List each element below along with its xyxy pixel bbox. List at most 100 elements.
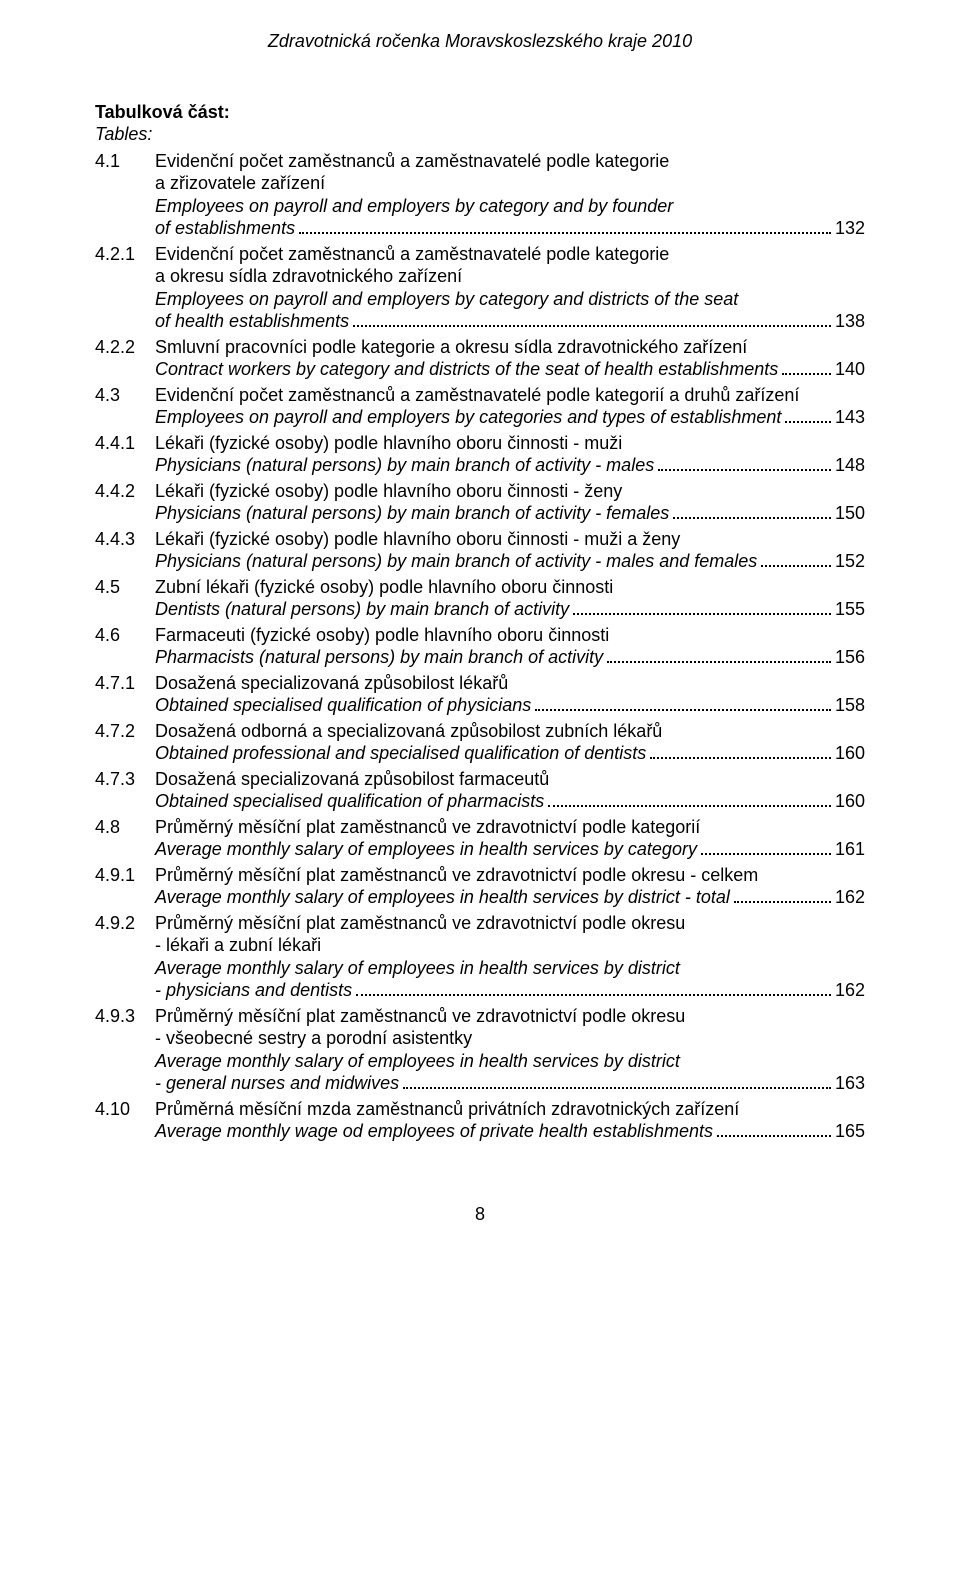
- section-heading: Tabulková část:: [95, 101, 865, 124]
- toc-entry-line: Smluvní pracovníci podle kategorie a okr…: [155, 336, 865, 359]
- toc-entry-number: 4.8: [95, 816, 155, 839]
- toc-entry-page: 162: [835, 979, 865, 1002]
- toc-entry-page: 162: [835, 886, 865, 909]
- toc-entry: 4.6Farmaceuti (fyzické osoby) podle hlav…: [95, 624, 865, 669]
- toc-entry: 4.9.1Průměrný měsíční plat zaměstnanců v…: [95, 864, 865, 909]
- toc-entry-number: 4.1: [95, 150, 155, 173]
- table-of-contents: 4.1Evidenční počet zaměstnanců a zaměstn…: [95, 150, 865, 1143]
- toc-entry-page: 143: [835, 406, 865, 429]
- toc-entry-page: 160: [835, 742, 865, 765]
- toc-entry-number: 4.4.3: [95, 528, 155, 551]
- toc-entry-last-line: - general nurses and midwives: [155, 1072, 399, 1095]
- toc-entry-page: 132: [835, 217, 865, 240]
- toc-entry-line: Průměrný měsíční plat zaměstnanců ve zdr…: [155, 912, 865, 935]
- dot-leader: [403, 1087, 831, 1089]
- toc-entry-line: a okresu sídla zdravotnického zařízení: [155, 265, 865, 288]
- toc-entry: 4.7.1Dosažená specializovaná způsobilost…: [95, 672, 865, 717]
- toc-entry-number: 4.3: [95, 384, 155, 407]
- toc-entry-page: 156: [835, 646, 865, 669]
- page-number-footer: 8: [95, 1203, 865, 1226]
- toc-entry-page: 155: [835, 598, 865, 621]
- toc-entry-line: Průměrná měsíční mzda zaměstnanců privát…: [155, 1098, 865, 1121]
- toc-entry-last-line: - physicians and dentists: [155, 979, 352, 1002]
- toc-entry-last-line: Pharmacists (natural persons) by main br…: [155, 646, 603, 669]
- toc-entry-last-line: Average monthly salary of employees in h…: [155, 838, 697, 861]
- dot-leader: [299, 232, 831, 234]
- dot-leader: [782, 373, 831, 375]
- toc-entry: 4.10Průměrná měsíční mzda zaměstnanců pr…: [95, 1098, 865, 1143]
- toc-entry-number: 4.7.2: [95, 720, 155, 743]
- toc-entry-number: 4.4.1: [95, 432, 155, 455]
- toc-entry-number: 4.5: [95, 576, 155, 599]
- toc-entry-last-line: Average monthly wage od employees of pri…: [155, 1120, 713, 1143]
- toc-entry-last-line: of establishments: [155, 217, 295, 240]
- dot-leader: [356, 994, 831, 996]
- dot-leader: [607, 661, 831, 663]
- toc-entry-line: Evidenční počet zaměstnanců a zaměstnava…: [155, 384, 865, 407]
- toc-entry-line: Lékaři (fyzické osoby) podle hlavního ob…: [155, 528, 865, 551]
- toc-entry-line: Průměrný měsíční plat zaměstnanců ve zdr…: [155, 1005, 865, 1028]
- toc-entry: 4.7.2Dosažená odborná a specializovaná z…: [95, 720, 865, 765]
- toc-entry-page: 148: [835, 454, 865, 477]
- toc-entry-line: Employees on payroll and employers by ca…: [155, 288, 865, 311]
- toc-entry-last-line: Dentists (natural persons) by main branc…: [155, 598, 569, 621]
- document-header: Zdravotnická ročenka Moravskoslezského k…: [95, 30, 865, 53]
- toc-entry-line: Dosažená specializovaná způsobilost léka…: [155, 672, 865, 695]
- toc-entry-line: Lékaři (fyzické osoby) podle hlavního ob…: [155, 480, 865, 503]
- dot-leader: [701, 853, 831, 855]
- toc-entry: 4.2.2Smluvní pracovníci podle kategorie …: [95, 336, 865, 381]
- toc-entry-line: Lékaři (fyzické osoby) podle hlavního ob…: [155, 432, 865, 455]
- toc-entry-number: 4.9.2: [95, 912, 155, 935]
- toc-entry-line: Average monthly salary of employees in h…: [155, 1050, 865, 1073]
- toc-entry-line: - všeobecné sestry a porodní asistentky: [155, 1027, 865, 1050]
- toc-entry: 4.3Evidenční počet zaměstnanců a zaměstn…: [95, 384, 865, 429]
- section-subheading: Tables:: [95, 123, 865, 146]
- dot-leader: [761, 565, 831, 567]
- toc-entry-number: 4.7.3: [95, 768, 155, 791]
- toc-entry-page: 150: [835, 502, 865, 525]
- toc-entry-last-line: Obtained specialised qualification of ph…: [155, 694, 531, 717]
- toc-entry: 4.7.3Dosažená specializovaná způsobilost…: [95, 768, 865, 813]
- toc-entry-last-line: Physicians (natural persons) by main bra…: [155, 502, 669, 525]
- toc-entry-line: Průměrný měsíční plat zaměstnanců ve zdr…: [155, 864, 865, 887]
- dot-leader: [717, 1135, 831, 1137]
- toc-entry-number: 4.2.1: [95, 243, 155, 266]
- toc-entry-number: 4.7.1: [95, 672, 155, 695]
- toc-entry-number: 4.2.2: [95, 336, 155, 359]
- toc-entry-line: Zubní lékaři (fyzické osoby) podle hlavn…: [155, 576, 865, 599]
- toc-entry: 4.8Průměrný měsíční plat zaměstnanců ve …: [95, 816, 865, 861]
- dot-leader: [535, 709, 831, 711]
- toc-entry: 4.9.3Průměrný měsíční plat zaměstnanců v…: [95, 1005, 865, 1095]
- toc-entry-line: Průměrný měsíční plat zaměstnanců ve zdr…: [155, 816, 865, 839]
- toc-entry-last-line: Obtained professional and specialised qu…: [155, 742, 646, 765]
- toc-entry-line: Average monthly salary of employees in h…: [155, 957, 865, 980]
- toc-entry-line: Dosažená odborná a specializovaná způsob…: [155, 720, 865, 743]
- toc-entry-page: 160: [835, 790, 865, 813]
- toc-entry-line: - lékaři a zubní lékaři: [155, 934, 865, 957]
- toc-entry-number: 4.6: [95, 624, 155, 647]
- toc-entry-page: 165: [835, 1120, 865, 1143]
- dot-leader: [673, 517, 831, 519]
- dot-leader: [734, 901, 831, 903]
- toc-entry-number: 4.9.1: [95, 864, 155, 887]
- toc-entry: 4.9.2Průměrný měsíční plat zaměstnanců v…: [95, 912, 865, 1002]
- toc-entry-line: a zřizovatele zařízení: [155, 172, 865, 195]
- dot-leader: [548, 805, 831, 807]
- toc-entry-page: 138: [835, 310, 865, 333]
- toc-entry-number: 4.10: [95, 1098, 155, 1121]
- toc-entry-line: Farmaceuti (fyzické osoby) podle hlavníh…: [155, 624, 865, 647]
- toc-entry: 4.4.1Lékaři (fyzické osoby) podle hlavní…: [95, 432, 865, 477]
- toc-entry: 4.5Zubní lékaři (fyzické osoby) podle hl…: [95, 576, 865, 621]
- dot-leader: [658, 469, 831, 471]
- toc-entry-line: Evidenční počet zaměstnanců a zaměstnava…: [155, 243, 865, 266]
- toc-entry-last-line: Average monthly salary of employees in h…: [155, 886, 730, 909]
- toc-entry-last-line: Contract workers by category and distric…: [155, 358, 778, 381]
- toc-entry-last-line: Physicians (natural persons) by main bra…: [155, 550, 757, 573]
- toc-entry-last-line: Employees on payroll and employers by ca…: [155, 406, 781, 429]
- toc-entry-line: Evidenční počet zaměstnanců a zaměstnava…: [155, 150, 865, 173]
- toc-entry-number: 4.4.2: [95, 480, 155, 503]
- dot-leader: [573, 613, 831, 615]
- toc-entry-last-line: Physicians (natural persons) by main bra…: [155, 454, 654, 477]
- toc-entry: 4.2.1Evidenční počet zaměstnanců a zaměs…: [95, 243, 865, 333]
- toc-entry-last-line: Obtained specialised qualification of ph…: [155, 790, 544, 813]
